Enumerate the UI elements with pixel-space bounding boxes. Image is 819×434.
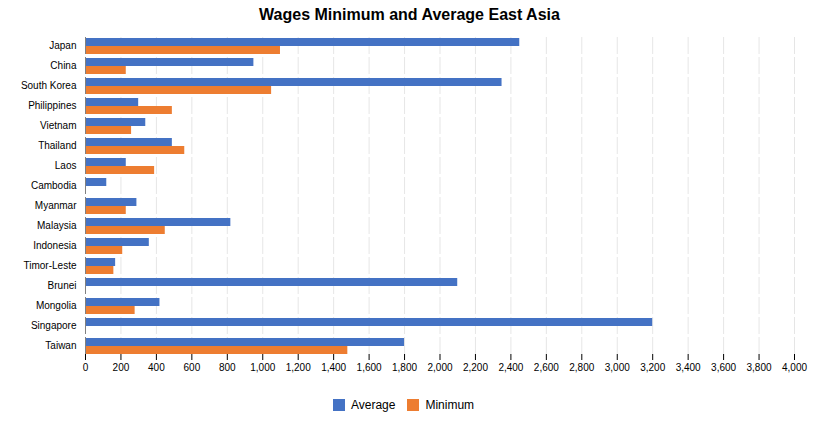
- svg-text:1,200: 1,200: [286, 362, 311, 373]
- svg-text:Myanmar: Myanmar: [35, 200, 77, 211]
- svg-text:600: 600: [184, 362, 201, 373]
- svg-text:400: 400: [148, 362, 165, 373]
- svg-text:Timor-Leste: Timor-Leste: [24, 260, 77, 271]
- svg-text:800: 800: [219, 362, 236, 373]
- svg-text:2,600: 2,600: [534, 362, 559, 373]
- svg-text:2,000: 2,000: [427, 362, 452, 373]
- svg-text:Malaysia: Malaysia: [37, 220, 77, 231]
- svg-text:3,200: 3,200: [640, 362, 665, 373]
- html-text:Minimum: Minimum: [425, 397, 475, 412]
- svg-text:3,000: 3,000: [605, 362, 630, 373]
- svg-text:China: China: [50, 60, 77, 71]
- html-text:Average: Average: [350, 397, 396, 412]
- svg-text:4,000: 4,000: [782, 362, 807, 373]
- svg-text:1,000: 1,000: [250, 362, 275, 373]
- svg-text:Philippines: Philippines: [28, 100, 76, 111]
- svg-text:3,400: 3,400: [676, 362, 701, 373]
- svg-text:2,200: 2,200: [463, 362, 488, 373]
- svg-text:200: 200: [113, 362, 130, 373]
- svg-text:2,800: 2,800: [569, 362, 594, 373]
- svg-text:Singapore: Singapore: [31, 320, 77, 331]
- svg-text:1,400: 1,400: [321, 362, 346, 373]
- svg-text:3,800: 3,800: [747, 362, 772, 373]
- svg-text:Japan: Japan: [49, 40, 76, 51]
- svg-text:2,400: 2,400: [498, 362, 523, 373]
- svg-text:Vietnam: Vietnam: [40, 120, 77, 131]
- svg-text:Laos: Laos: [55, 160, 77, 171]
- svg-text:Brunei: Brunei: [48, 280, 77, 291]
- svg-text:Mongolia: Mongolia: [36, 300, 77, 311]
- html-text:Wages Minimum and Average East: Wages Minimum and Average East Asia: [259, 6, 560, 23]
- svg-text:Indonesia: Indonesia: [33, 240, 77, 251]
- svg-text:Cambodia: Cambodia: [31, 180, 77, 191]
- svg-text:Thailand: Thailand: [38, 140, 76, 151]
- svg-text:1,600: 1,600: [357, 362, 382, 373]
- svg-text:Taiwan: Taiwan: [45, 340, 76, 351]
- svg-text:3,600: 3,600: [711, 362, 736, 373]
- svg-text:South Korea: South Korea: [21, 80, 77, 91]
- svg-text:0: 0: [83, 362, 89, 373]
- svg-text:1,800: 1,800: [392, 362, 417, 373]
